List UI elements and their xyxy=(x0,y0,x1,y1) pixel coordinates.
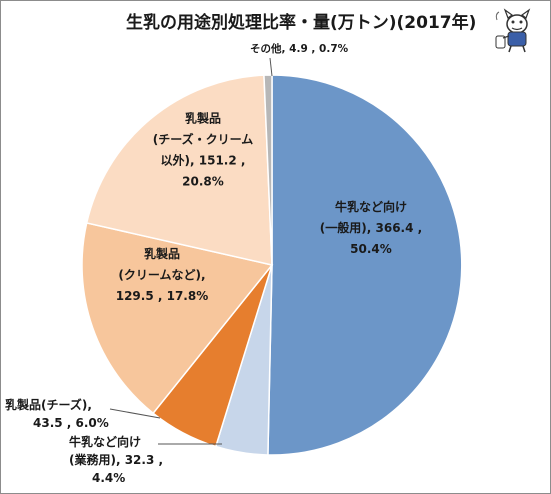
leader-lines xyxy=(109,57,273,445)
slice-label-business-milk: 牛乳など向け (業務用), 32.3 , 4.4% xyxy=(69,434,163,485)
pie-slices xyxy=(81,74,463,456)
pie-slice-cream xyxy=(81,222,274,415)
slice-label-line: 20.8% xyxy=(182,175,224,189)
slice-label-line: (業務用), 32.3 , xyxy=(69,452,163,467)
mascot-icon xyxy=(495,8,531,53)
slice-label-line: (チーズ・クリーム xyxy=(153,132,254,147)
slice-label-cream: 乳製品 (クリームなど), 129.5 , 17.8% xyxy=(116,246,209,303)
slice-label-line: (クリームなど), xyxy=(118,268,205,282)
slice-label-line: 50.4% xyxy=(350,242,392,256)
slice-label-other-dairy: 乳製品 (チーズ・クリーム以外), 151.2 , 20.8% xyxy=(153,111,254,189)
slice-label-general-milk: 牛乳など向け (一般用), 366.4 , 50.4% xyxy=(320,199,422,256)
slice-label-line: 129.5 , 17.8% xyxy=(116,289,209,303)
chart-title: 生乳の用途別処理比率・量(万トン)(2017年) xyxy=(126,12,476,33)
pie-slice-general-milk xyxy=(267,74,463,456)
slice-label-line: 乳製品 xyxy=(185,111,221,126)
slice-label-line: (一般用), 366.4 , xyxy=(320,220,422,235)
slice-label-line: 以外), 151.2 , xyxy=(161,153,246,168)
leader-line-cheese xyxy=(109,408,161,419)
slice-label-line: 43.5 , 6.0% xyxy=(33,416,109,430)
leader-line-other xyxy=(269,57,273,77)
slice-label-line: 牛乳など向け xyxy=(69,434,141,449)
slice-label-line: 4.4% xyxy=(92,471,125,485)
slice-label-line: 乳製品 xyxy=(144,246,180,261)
slice-label-other: その他, 4.9 , 0.7% xyxy=(250,42,349,55)
slice-label-cheese: 乳製品(チーズ), 43.5 , 6.0% xyxy=(5,397,109,430)
pie-slice-other-dairy xyxy=(85,74,273,266)
slice-labels: 牛乳など向け (一般用), 366.4 , 50.4% 牛乳など向け (業務用), 32… xyxy=(5,42,422,485)
slice-label-line: その他, 4.9 , 0.7% xyxy=(250,42,349,55)
slice-label-line: 乳製品(チーズ), xyxy=(5,397,92,412)
slice-label-line: 牛乳など向け xyxy=(335,199,407,214)
